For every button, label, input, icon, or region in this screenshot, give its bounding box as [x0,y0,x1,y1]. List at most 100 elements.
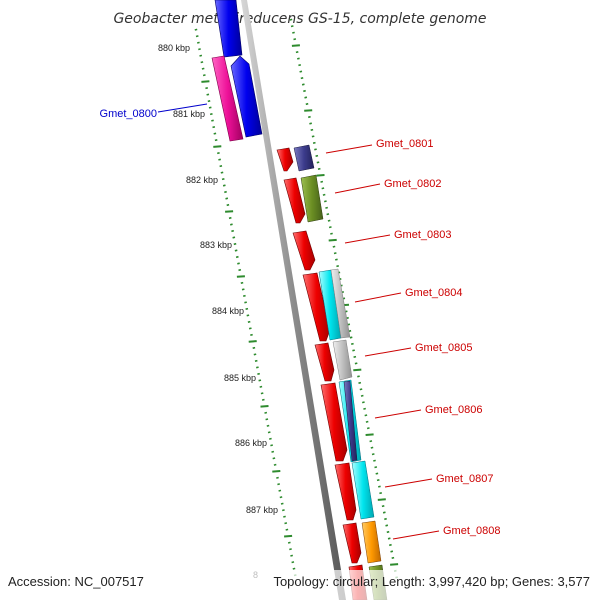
minor-tick [214,139,218,142]
minor-tick [230,223,233,226]
minor-tick [271,450,275,453]
minor-tick [225,197,229,200]
minor-tick [385,524,389,527]
minor-tick [304,96,308,99]
minor-tick [198,48,201,51]
minor-tick [289,548,292,551]
minor-tick [316,161,320,164]
minor-tick [256,366,259,369]
gene-label-gmet-0807[interactable]: Gmet_0807 [436,473,493,485]
minor-tick [373,459,376,462]
gene-label-gmet-0803[interactable]: Gmet_0803 [394,229,451,241]
leader-line [344,234,391,244]
olive-feature[interactable] [300,174,324,223]
minor-tick [197,41,200,44]
major-tick [304,109,313,112]
minor-tick [264,411,268,414]
gene-arrow-gmet-0802[interactable] [283,177,306,224]
minor-tick [201,67,205,70]
minor-tick [233,242,237,246]
minor-tick [278,489,282,492]
minor-tick [351,342,354,345]
gene-label-gmet-0808[interactable]: Gmet_0808 [443,525,500,537]
kbp-label: 885 kbp [224,373,256,383]
minor-tick [303,89,306,93]
indigo-feature[interactable] [343,380,358,462]
minor-tick [277,483,280,486]
minor-tick [349,336,353,339]
minor-tick [301,83,305,86]
minor-tick [357,375,360,378]
minor-tick [272,457,276,460]
magenta-feature[interactable] [211,55,244,142]
gene-arrow-gmet-0804[interactable] [302,272,331,342]
minor-tick [374,466,378,469]
minor-tick [253,353,257,356]
gene-arrow-gmet-0800[interactable] [230,55,263,138]
leader-line [354,292,402,303]
minor-tick [270,444,273,447]
minor-tick [387,537,391,540]
minor-tick [202,74,206,77]
gene-label-gmet-0805[interactable]: Gmet_0805 [415,342,472,354]
gene-arrow-gmet-0806[interactable] [320,382,348,462]
minor-tick [369,440,373,443]
gene-arrow-gmet-0808[interactable] [342,522,362,564]
major-tick [365,433,374,436]
minor-tick [309,122,312,125]
orange-feature[interactable] [361,520,382,564]
minor-tick [314,148,317,151]
minor-tick [219,165,223,168]
minor-tick [287,541,291,544]
minor-tick [257,372,260,375]
kbp-label: 884 kbp [212,306,244,316]
gene-arrow-gmet-0805[interactable] [314,342,335,382]
kbp-label: 883 kbp [200,240,232,250]
leader-line [334,183,381,194]
minor-tick [353,355,357,358]
gene-label-gmet-0806[interactable]: Gmet_0806 [425,404,482,416]
minor-tick [325,206,328,209]
indigo-feature[interactable] [293,144,315,172]
major-tick [353,368,362,372]
minor-tick [221,178,225,181]
minor-tick [280,502,284,505]
gene-label-gmet-0804[interactable]: Gmet_0804 [405,287,462,299]
minor-tick [365,420,369,423]
minor-tick [199,54,203,57]
minor-tick [370,446,374,449]
silver-feature[interactable] [332,339,353,381]
gene-arrow[interactable] [214,0,243,58]
cyan-feature[interactable] [351,460,375,520]
major-tick [260,405,269,408]
minor-tick [358,381,362,384]
minor-tick [360,394,364,397]
minor-tick [218,158,221,161]
major-tick [248,340,257,343]
gene-arrow-gmet-0807[interactable] [334,462,357,521]
minor-tick [359,388,363,391]
minor-tick [291,561,295,564]
minor-tick [366,427,370,430]
gene-label-gmet-0802[interactable]: Gmet_0802 [384,178,441,190]
minor-tick [379,492,382,495]
minor-tick [328,226,332,229]
minor-tick [232,236,236,239]
minor-tick [326,213,330,216]
gene-label-gmet-0800[interactable]: Gmet_0800 [100,108,157,120]
minor-tick [311,135,315,138]
gene-arrow-gmet-0801[interactable] [276,147,294,172]
minor-tick [386,530,390,534]
gene-label-gmet-0801[interactable]: Gmet_0801 [376,138,433,150]
silver-feature[interactable] [330,268,351,339]
leader-line [157,103,208,113]
gene-arrow-gmet-0803[interactable] [292,230,316,271]
major-tick [377,498,386,501]
minor-tick [194,28,198,31]
minor-tick [305,102,309,106]
minor-tick [285,528,289,531]
minor-tick [320,180,324,183]
minor-tick [269,437,272,440]
genome-title: Geobacter metallireducens GS-15, complet… [113,11,486,27]
major-tick [291,44,300,47]
